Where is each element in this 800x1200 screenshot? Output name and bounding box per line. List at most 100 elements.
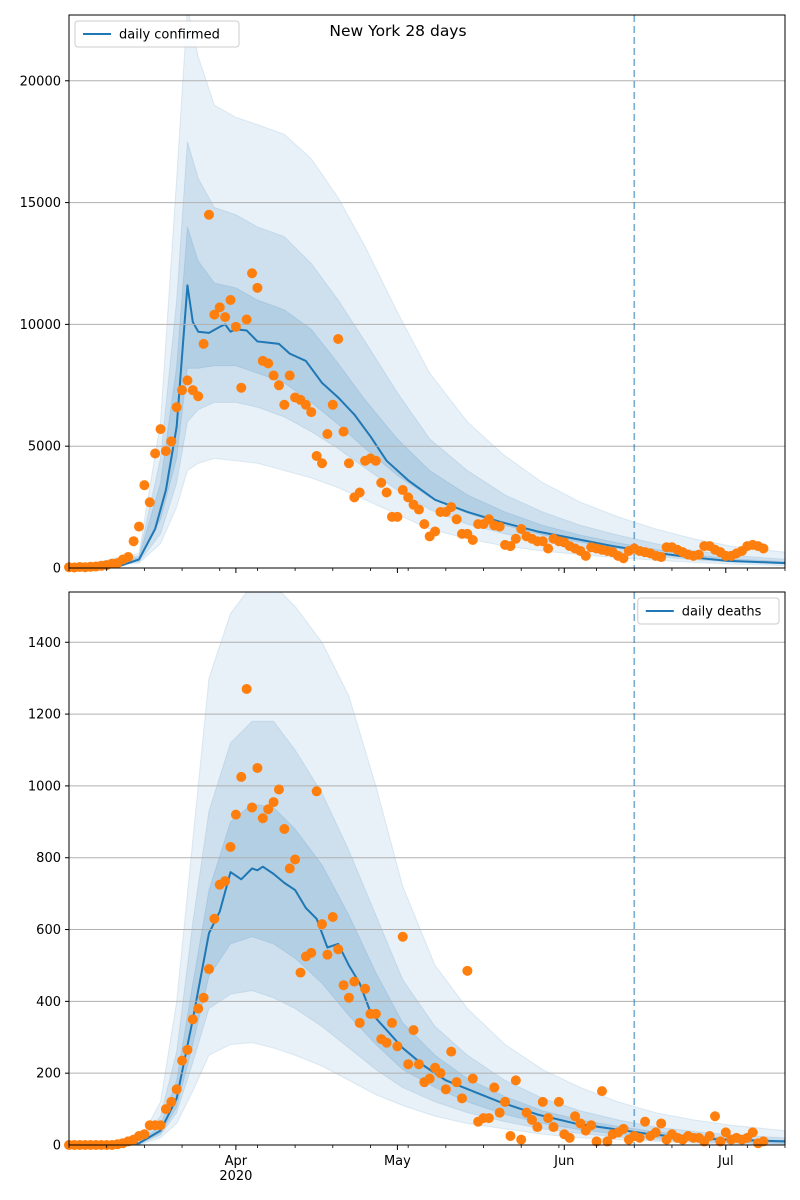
observed-point [150, 448, 161, 459]
axes-frame [68, 591, 786, 1146]
observed-point [710, 1111, 721, 1122]
observed-point [720, 1127, 731, 1138]
observed-point [521, 1107, 532, 1118]
observed-point [311, 786, 322, 797]
observed-point [634, 1132, 645, 1143]
uncertainty-band-outer [69, 592, 785, 1145]
observed-point [241, 314, 252, 325]
observed-point [435, 1068, 446, 1079]
observed-point [171, 402, 182, 413]
observed-point [139, 1129, 150, 1140]
observed-point [650, 1127, 661, 1138]
uncertainty-band-middle [69, 141, 785, 568]
observed-point [640, 1116, 651, 1127]
observed-point [381, 487, 392, 498]
observed-point [618, 1123, 629, 1134]
observed-point [187, 1014, 198, 1025]
legend: daily deaths [637, 597, 780, 625]
observed-point [225, 841, 236, 852]
y-tick-label: 10000 [20, 318, 61, 333]
observed-point [193, 1003, 204, 1014]
observed-point [413, 504, 424, 515]
observed-point [306, 947, 317, 958]
x-tick-label: May [384, 1154, 411, 1169]
observed-point [177, 1055, 188, 1066]
confirmed-chart: 0 5000 10000 15000 20000 daily confirmed [20, 14, 786, 577]
observed-point [220, 876, 231, 887]
y-tick-label: 0 [53, 562, 61, 577]
observed-point [123, 552, 134, 563]
observed-point [133, 521, 144, 532]
plot-area [69, 15, 785, 568]
observed-point [144, 497, 155, 508]
observed-point [505, 541, 516, 552]
y-tick-label: 400 [36, 995, 61, 1010]
y-tick-label: 800 [36, 851, 61, 866]
observed-point [203, 964, 214, 975]
observed-point [177, 385, 188, 396]
observed-point [618, 553, 629, 564]
observed-point [430, 526, 441, 537]
observed-point [290, 854, 301, 865]
y-tick-label: 1000 [28, 779, 61, 794]
observed-point [327, 911, 338, 922]
observed-point [279, 399, 290, 410]
observed-point [155, 424, 166, 435]
observed-point [220, 312, 231, 323]
x-tick-label: 2020 [219, 1169, 252, 1184]
observed-point [543, 543, 554, 554]
observed-point [360, 983, 371, 994]
observed-point [397, 485, 408, 496]
observed-point [273, 784, 284, 795]
observed-point [128, 536, 139, 547]
observed-point [166, 436, 177, 447]
observed-point [322, 429, 333, 440]
observed-point [392, 1041, 403, 1052]
observed-point [758, 543, 769, 554]
observed-point [500, 1096, 511, 1107]
observed-point [575, 1118, 586, 1129]
observed-point [209, 309, 220, 320]
observed-point [516, 524, 527, 535]
observed-point [376, 477, 387, 488]
observed-point [182, 375, 193, 386]
legend-box [74, 20, 240, 48]
observed-point [209, 913, 220, 924]
observed-point [543, 1113, 554, 1124]
observed-point [225, 295, 236, 306]
observed-point [166, 1096, 177, 1107]
observed-point [381, 1037, 392, 1048]
observed-point [370, 1008, 381, 1019]
observed-point [317, 458, 328, 469]
legend-label: daily confirmed [119, 28, 220, 43]
observed-point [548, 1122, 559, 1133]
observed-point [230, 809, 241, 820]
y-tick-label: 5000 [28, 440, 61, 455]
observed-point [322, 949, 333, 960]
observed-point [494, 1107, 505, 1118]
observed-point [580, 550, 591, 561]
observed-point [263, 358, 274, 369]
observed-point [537, 536, 548, 547]
observed-point [155, 1120, 166, 1131]
observed-point [300, 399, 311, 410]
observed-point [591, 1136, 602, 1147]
observed-point [198, 992, 209, 1003]
observed-point [252, 762, 263, 773]
observed-point [268, 370, 279, 381]
observed-point [526, 1114, 537, 1125]
y-tick-label: 15000 [20, 196, 61, 211]
x-tick-label: Jun [553, 1154, 574, 1169]
observed-point [403, 1059, 414, 1070]
observed-point [505, 1131, 516, 1142]
observed-point [263, 804, 274, 815]
observed-point [467, 534, 478, 545]
observed-point [311, 450, 322, 461]
observed-point [758, 1136, 769, 1147]
uncertainty-band-inner [69, 226, 785, 568]
observed-point [236, 382, 247, 393]
observed-point [171, 1084, 182, 1095]
observed-point [553, 1096, 564, 1107]
observed-point [338, 980, 349, 991]
observed-point [656, 552, 667, 563]
